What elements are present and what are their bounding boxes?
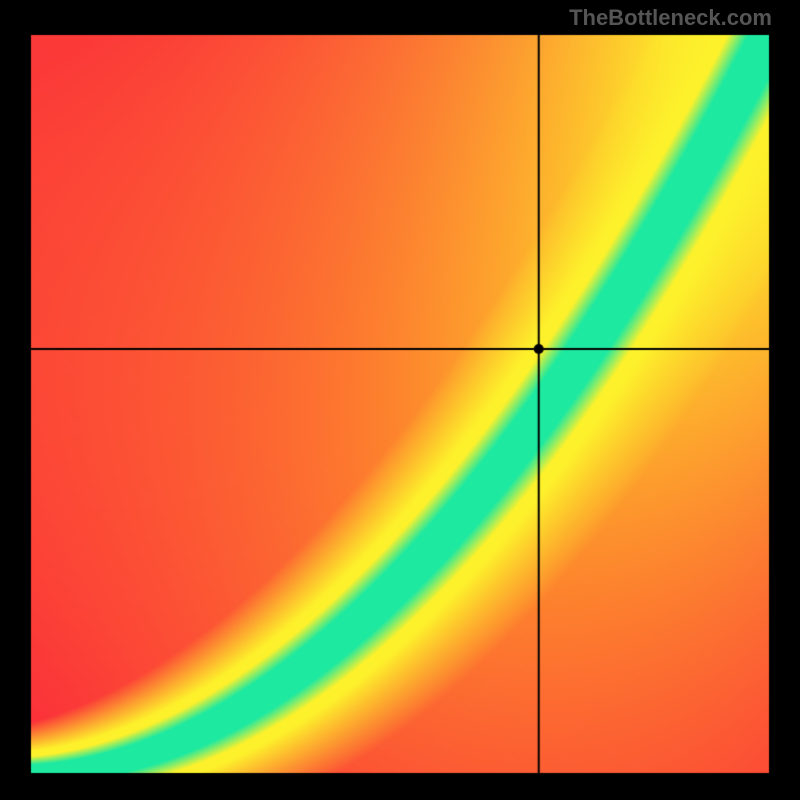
bottleneck-heatmap xyxy=(0,0,800,800)
watermark-text: TheBottleneck.com xyxy=(569,5,772,31)
